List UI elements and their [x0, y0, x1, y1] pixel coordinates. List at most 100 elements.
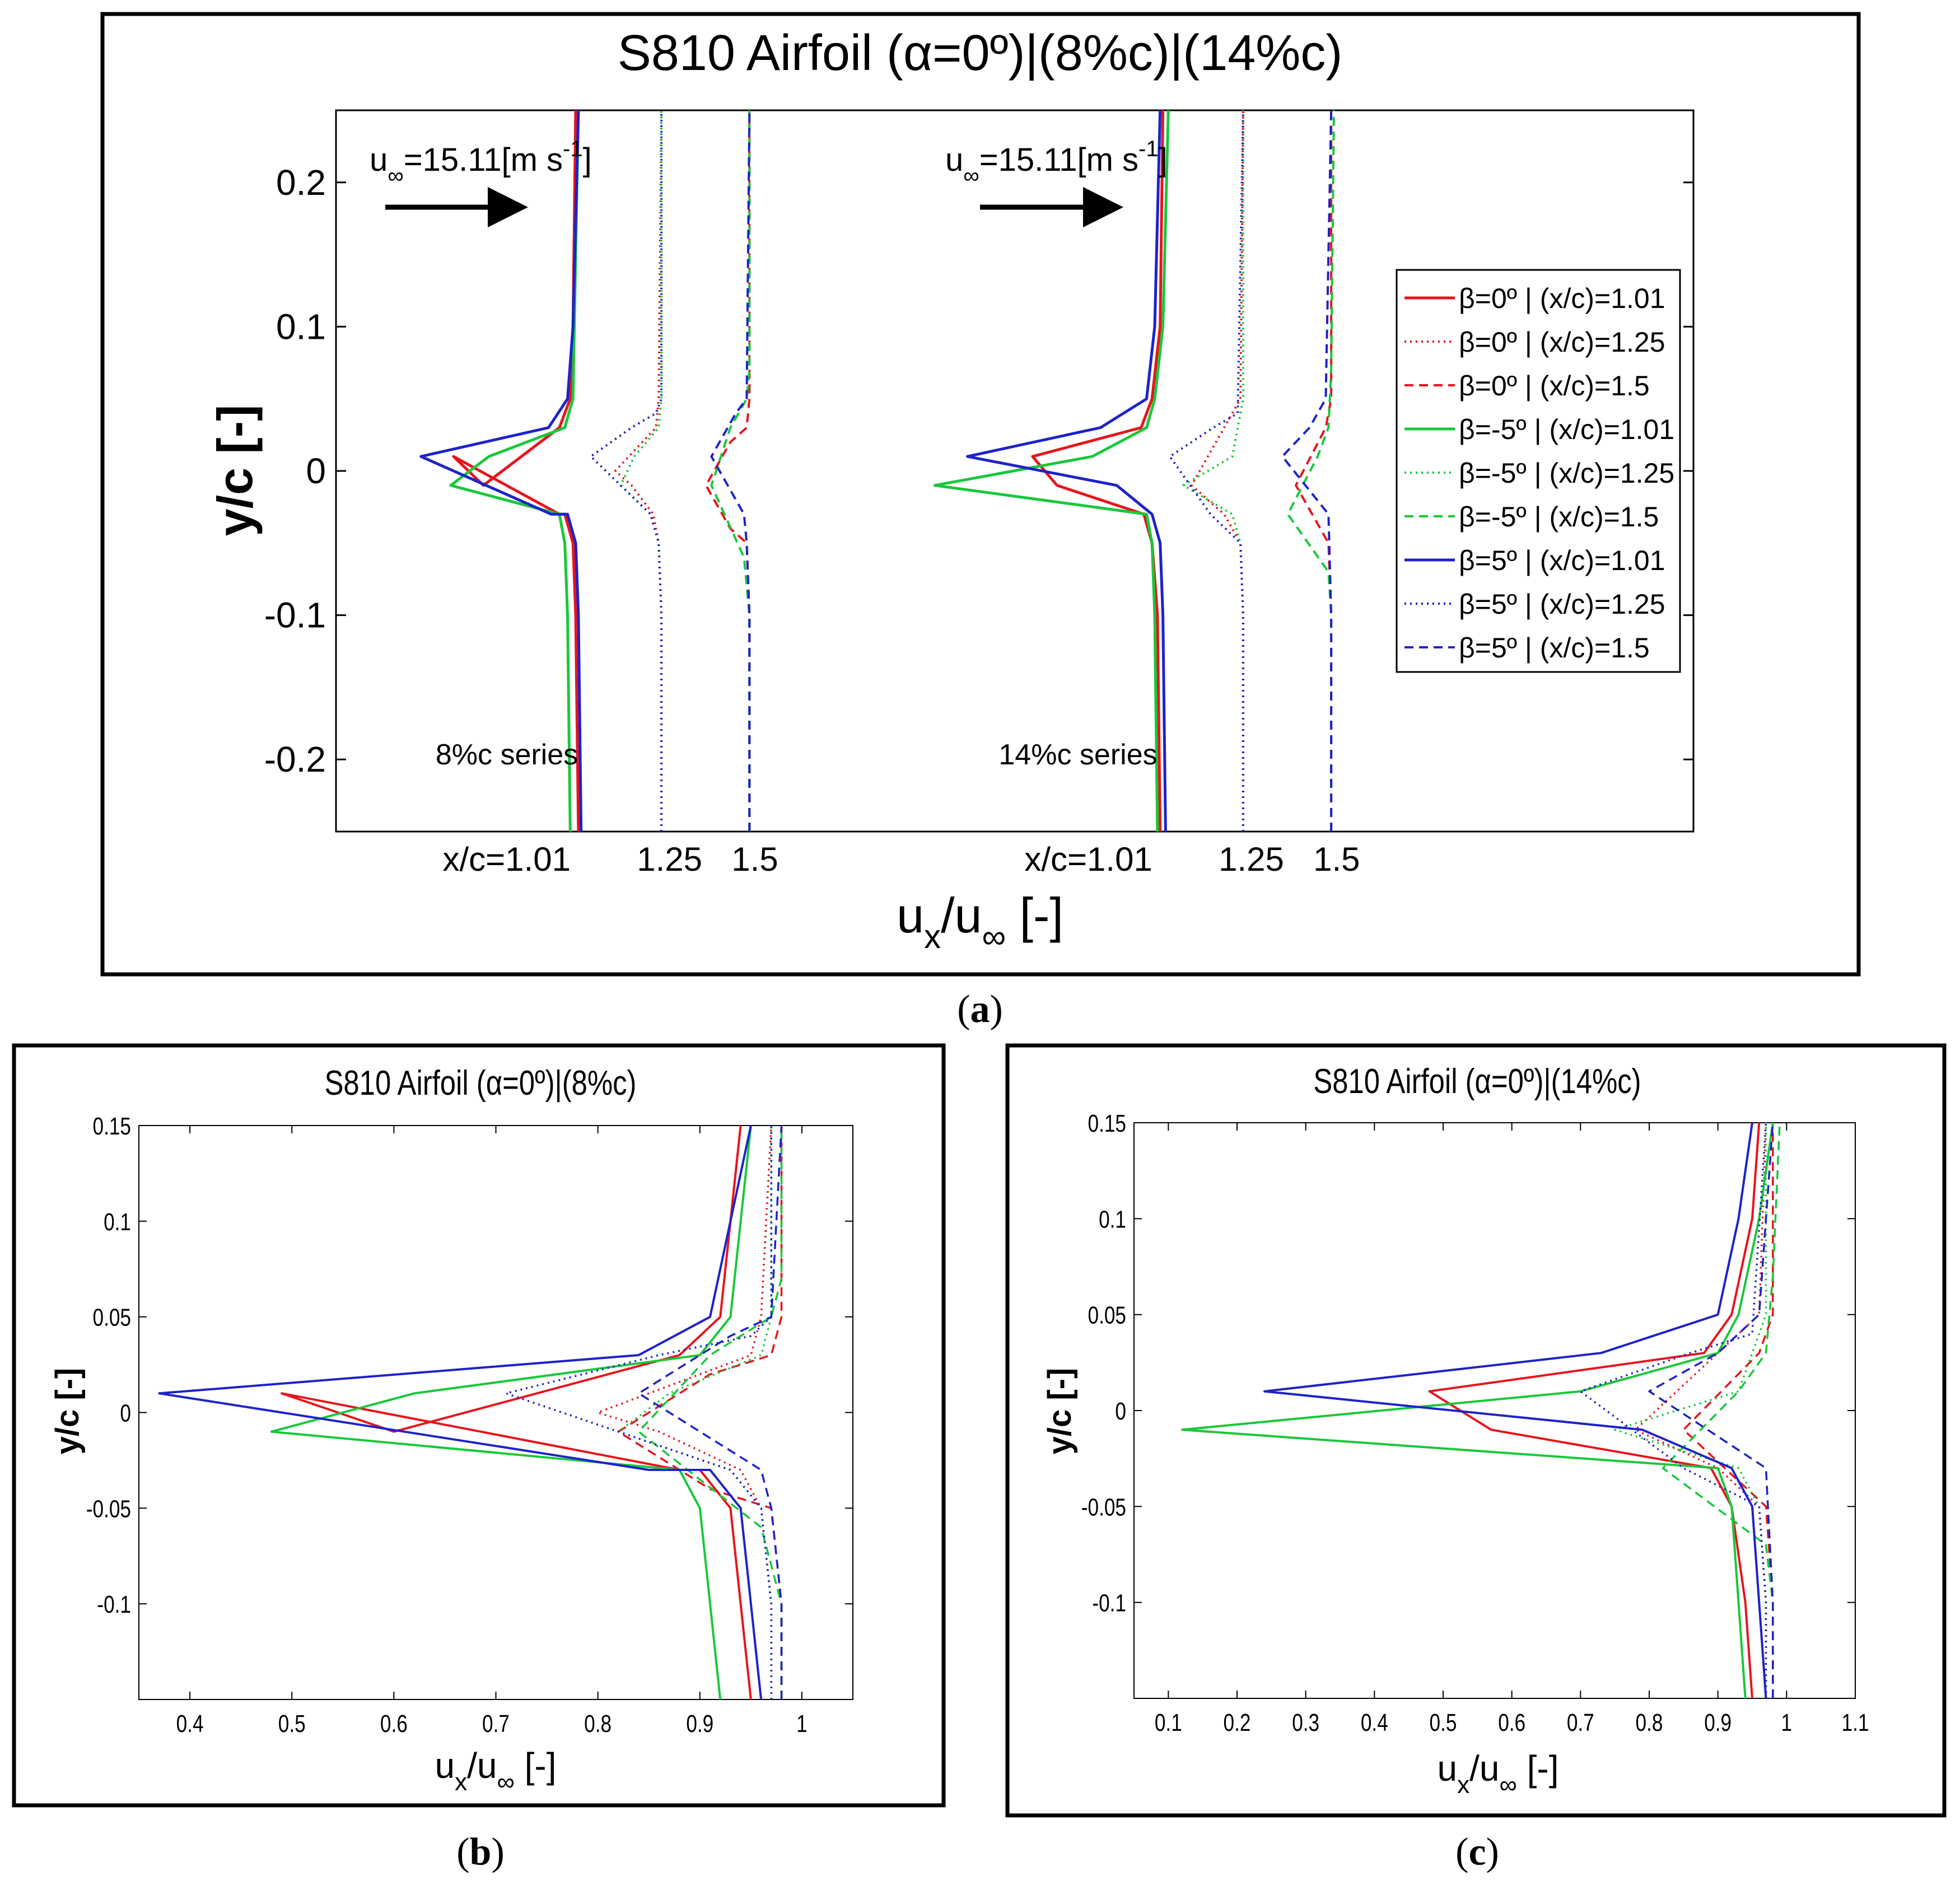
panel-b: S810 Airfoil (α=0º)|(8%c) 0.4 0.5 0.6 0.7 0.…	[12, 1043, 946, 1808]
legend-label: β=5º | (x/c)=1.01	[1459, 545, 1665, 576]
panel-a-ytick-label: 0.1	[276, 306, 326, 347]
legend-label: β=0º | (x/c)=1.01	[1459, 283, 1665, 314]
panel-b-series	[158, 1125, 783, 1700]
panel-b-xlabel: ux/u∞ [-]	[435, 1745, 557, 1796]
panel-a-series-14pc-blue-dotted	[1169, 110, 1244, 832]
panel-b-title: S810 Airfoil (α=0º)|(8%c)	[325, 1064, 637, 1103]
panel-c-xtick-label: 0.8	[1636, 1709, 1663, 1736]
panel-label-b: (b)	[456, 1831, 505, 1874]
inflow-value: =15.11[m s	[404, 142, 563, 178]
legend-label: β=0º | (x/c)=1.5	[1459, 370, 1650, 401]
panel-a-series-8pc-red-solid	[452, 110, 580, 832]
panel-a-xlabel: ux/u∞ [-]	[897, 888, 1063, 955]
panel-b-series-red-dotted	[596, 1125, 773, 1699]
panel-b-series-green-solid	[270, 1125, 752, 1700]
inflow-close-2: ]	[1159, 142, 1168, 178]
legend-label: β=5º | (x/c)=1.5	[1459, 632, 1650, 664]
panel-a-y-axis: -0.2 -0.1 0 0.1 0.2	[264, 162, 1693, 779]
panel-a-frame	[100, 12, 1861, 977]
panel-a-series-8pc-red-dotted	[614, 110, 663, 832]
panel-a-station-label: 1.5	[1313, 841, 1360, 878]
panel-b-series-green-dashed	[637, 1126, 783, 1699]
panel-c-xtick-label: 0.7	[1567, 1709, 1594, 1736]
svg-text:u∞=15.11[m s-1]: u∞=15.11[m s-1]	[370, 137, 592, 188]
panel-label-c: (c)	[1455, 1831, 1499, 1874]
legend-label: β=-5º | (x/c)=1.5	[1459, 501, 1659, 533]
panel-b-ytick-label: 0.15	[93, 1113, 131, 1140]
legend-box	[1396, 269, 1681, 673]
legend-label: β=0º | (x/c)=1.25	[1459, 326, 1665, 358]
panel-c-xtick-label: 0.6	[1498, 1709, 1525, 1736]
panel-c-xtick-label: 0.5	[1430, 1709, 1457, 1736]
panel-c: S810 Airfoil (α=0º)|(14%c) 0.1 0.2 0.3 0.4 0…	[1005, 1043, 1947, 1818]
xlabel-u2: /u	[941, 888, 982, 943]
panel-a-series	[419, 110, 1335, 832]
xlabel-sub-x: x	[924, 918, 941, 955]
panel-c-xtick-label: 0.1	[1155, 1709, 1182, 1736]
panel-b-xtick-label: 0.9	[686, 1710, 713, 1738]
panel-a-series-14pc-red-dashed	[1295, 110, 1333, 832]
panel-a-ytick-label: -0.2	[264, 739, 326, 779]
panel-a-ylabel: y/c [-]	[207, 405, 263, 536]
panel-c-plot-area	[1133, 1122, 1856, 1699]
panel-a-station-label: x/c=1.01	[442, 841, 571, 878]
panel-c-ytick-label: 0	[1115, 1398, 1126, 1425]
panel-b-plot-area	[138, 1125, 853, 1700]
panel-a-series-8pc-blue-solid	[419, 110, 583, 832]
inflow-annotation-8pc: u∞=15.11[m s-1]	[370, 137, 592, 227]
xlabel-u: u	[897, 888, 924, 943]
panel-b-series-blue-solid	[158, 1125, 763, 1700]
series-label-8pc: 8%c series	[436, 739, 578, 771]
panel-a-series-8pc-blue-dashed	[710, 110, 751, 832]
panel-c-ytick-label: -0.1	[1092, 1590, 1126, 1617]
panel-c-xtick-label: 1.1	[1842, 1709, 1869, 1736]
legend-label: β=-5º | (x/c)=1.25	[1459, 457, 1674, 489]
legend-label: β=-5º | (x/c)=1.01	[1459, 414, 1674, 445]
panel-b-series-red-solid	[281, 1125, 752, 1700]
panel-c-xtick-label: 0.3	[1292, 1709, 1319, 1736]
panel-c-xtick-label: 0.4	[1361, 1709, 1388, 1736]
legend-label: β=5º | (x/c)=1.25	[1459, 589, 1665, 620]
panel-c-xtick-label: 0.2	[1224, 1709, 1251, 1736]
panel-c-ytick-label: 0.1	[1099, 1206, 1126, 1234]
panel-b-ytick-label: 0	[120, 1400, 131, 1427]
panel-a-series-14pc-green-solid	[933, 110, 1170, 832]
xlabel-units: [-]	[1006, 888, 1063, 943]
panel-c-ytick-label: -0.05	[1081, 1494, 1126, 1521]
inflow-sup-2: -1	[1138, 137, 1159, 161]
svg-text:u∞=15.11[m s-1]: u∞=15.11[m s-1]	[945, 137, 1168, 188]
panel-b-frame	[12, 1043, 946, 1808]
inflow-annotation-14pc: u∞=15.11[m s-1]	[945, 137, 1168, 227]
panel-a-ytick-label: 0.2	[276, 162, 326, 203]
panel-b-ytick-label: 0.05	[93, 1304, 131, 1332]
panel-a-ytick-label: 0	[306, 451, 326, 491]
panel-b-ytick-label: -0.1	[97, 1591, 131, 1619]
panel-a-station-labels: x/c=1.01 1.25 1.5 x/c=1.01 1.25 1.5	[442, 841, 1360, 878]
panel-b-ytick-label: 0.1	[104, 1208, 131, 1236]
panel-a-station-label: x/c=1.01	[1024, 841, 1152, 878]
panel-c-series-green-solid	[1180, 1122, 1774, 1699]
panel-b-axes: 0.4 0.5 0.6 0.7 0.8 0.9 1 -0.1 -0.05 0 0.05 0.1 0.15	[86, 1113, 853, 1738]
panel-label-a: (a)	[957, 988, 1003, 1031]
panel-c-xlabel: ux/u∞ [-]	[1438, 1748, 1559, 1799]
panel-a-station-label: 1.25	[1219, 841, 1284, 878]
panel-c-ytick-label: 0.15	[1088, 1110, 1126, 1137]
panel-c-title: S810 Airfoil (α=0º)|(14%c)	[1313, 1062, 1641, 1101]
panel-b-xtick-label: 0.8	[584, 1710, 612, 1738]
inflow-value-2: =15.11[m s	[979, 142, 1138, 178]
panel-a-station-label: 1.25	[637, 841, 702, 878]
panel-c-series-blue-dashed	[1648, 1122, 1774, 1698]
panel-a-series-14pc-blue-solid	[966, 110, 1167, 832]
panel-c-axes: 0.1 0.2 0.3 0.4 0.5 0.6 0.7 0.8 0.9 1 1.1 -0.1 -0.05…	[1081, 1110, 1869, 1736]
panel-c-series	[1180, 1122, 1781, 1699]
inflow-sup: -1	[563, 137, 583, 161]
panel-c-series-blue-solid	[1263, 1122, 1767, 1699]
xlabel-sub-inf: ∞	[982, 918, 1006, 955]
panel-a-series-8pc-green-solid	[449, 110, 580, 832]
panel-a-title: S810 Airfoil (α=0º)|(8%c)|(14%c)	[618, 25, 1343, 81]
legend: β=0º | (x/c)=1.01 β=0º | (x/c)=1.25 β=0º |…	[1396, 269, 1681, 673]
inflow-u: u	[370, 142, 388, 178]
inflow-sub-2: ∞	[963, 164, 979, 188]
panel-c-ytick-label: 0.05	[1088, 1302, 1126, 1329]
